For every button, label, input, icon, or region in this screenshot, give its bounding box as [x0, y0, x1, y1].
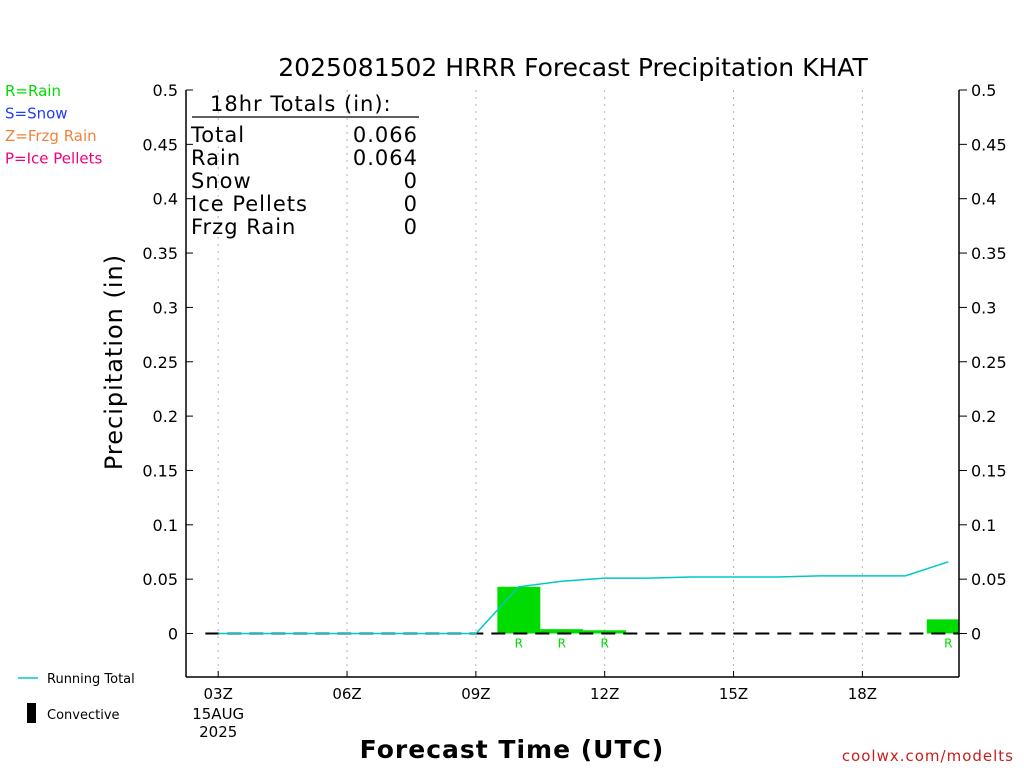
bottom-legend: Running Total Convective	[18, 672, 135, 723]
y-tick-label-right: 0.1	[971, 516, 996, 535]
precip-bar-12z	[583, 630, 627, 634]
y-tick-label-left: 0	[168, 625, 178, 644]
precip-type-label: R	[944, 637, 952, 651]
precip-type-legend-item: Z=Frzg Rain	[5, 127, 97, 145]
x-tick-label-18Z: 18Z	[848, 685, 877, 703]
y-tick-label-left: 0.4	[153, 190, 178, 209]
y-tick-label-left: 0.25	[142, 353, 178, 372]
y-tick-label-left: 0.3	[153, 298, 178, 317]
running-total-legend-label: Running Total	[47, 672, 135, 687]
y-tick-label-right: 0.05	[971, 570, 1007, 589]
precip-type-legend-item: S=Snow	[5, 105, 68, 123]
y-tick-label-right: 0.45	[971, 135, 1007, 154]
totals-label: Snow	[191, 169, 252, 193]
y-tick-label-left: 0.5	[153, 81, 178, 100]
precip-type-legend-item: P=Ice Pellets	[5, 150, 102, 168]
y-tick-label-left: 0.1	[153, 516, 178, 535]
totals-heading: 18hr Totals (in):	[210, 92, 392, 116]
x-tick-label-12Z: 12Z	[590, 685, 619, 703]
running-total-series	[218, 561, 949, 635]
y-tick-label-right: 0.15	[971, 461, 1007, 480]
x-tick-sublabel: 2025	[199, 723, 237, 741]
y-tick-label-left: 0.2	[153, 407, 178, 426]
totals-value: 0	[404, 192, 418, 216]
y-tick-label-right: 0.5	[971, 81, 996, 100]
precip-bar-11z	[540, 629, 584, 634]
y-tick-label-left: 0.45	[142, 135, 178, 154]
totals-value: 0	[404, 169, 418, 193]
x-tick-label-06Z: 06Z	[332, 685, 361, 703]
convective-legend-label: Convective	[47, 708, 120, 723]
totals-label: Ice Pellets	[191, 192, 308, 216]
precip-type-legend: R=Rain S=Snow Z=Frzg Rain P=Ice Pellets	[5, 82, 102, 168]
precip-type-legend-item: R=Rain	[5, 82, 61, 100]
y-tick-label-right: 0.2	[971, 407, 996, 426]
y-tick-label-right: 0.3	[971, 298, 996, 317]
precip-type-label: R	[558, 637, 566, 651]
x-axis-title: Forecast Time (UTC)	[360, 735, 665, 764]
running-total-line	[218, 561, 949, 635]
totals-label: Frzg Rain	[191, 215, 296, 239]
y-tick-label-left: 0.35	[142, 244, 178, 263]
y-tick-label-right: 0.4	[971, 190, 996, 209]
totals-label: Total	[190, 123, 245, 147]
y-tick-label-right: 0.25	[971, 353, 1007, 372]
totals-label: Rain	[191, 146, 241, 170]
convective-legend-swatch	[27, 703, 36, 723]
totals-value: 0.066	[353, 123, 418, 147]
credit-link[interactable]: coolwx.com/modelts	[842, 747, 1014, 765]
x-tick-label-03Z: 03Z	[204, 685, 233, 703]
y-tick-label-right: 0.35	[971, 244, 1007, 263]
totals-rows: Total 0.066 Rain 0.064 Snow 0 Ice Pellets 0 Frzg…	[190, 123, 418, 239]
y-axis-title: Precipitation (in)	[100, 254, 128, 470]
precip-bar-10z	[497, 586, 541, 634]
precip-bar-20z	[926, 619, 959, 634]
y-tick-label-left: 0.15	[142, 461, 178, 480]
x-tick-label-09Z: 09Z	[461, 685, 490, 703]
x-tick-label-15Z: 15Z	[719, 685, 748, 703]
y-tick-label-right: 0	[971, 625, 981, 644]
y-tick-label-left: 0.05	[142, 570, 178, 589]
totals-value: 0	[404, 215, 418, 239]
precip-type-label: R	[601, 637, 609, 651]
precip-type-label: R	[515, 637, 523, 651]
chart-title: 2025081502 HRRR Forecast Precipitation K…	[278, 53, 868, 82]
axes	[185, 89, 967, 678]
totals-value: 0.064	[353, 146, 418, 170]
totals-box: 18hr Totals (in): Total 0.066 Rain 0.064 Sno…	[190, 92, 419, 239]
x-tick-sublabel: 15AUG	[192, 705, 244, 723]
